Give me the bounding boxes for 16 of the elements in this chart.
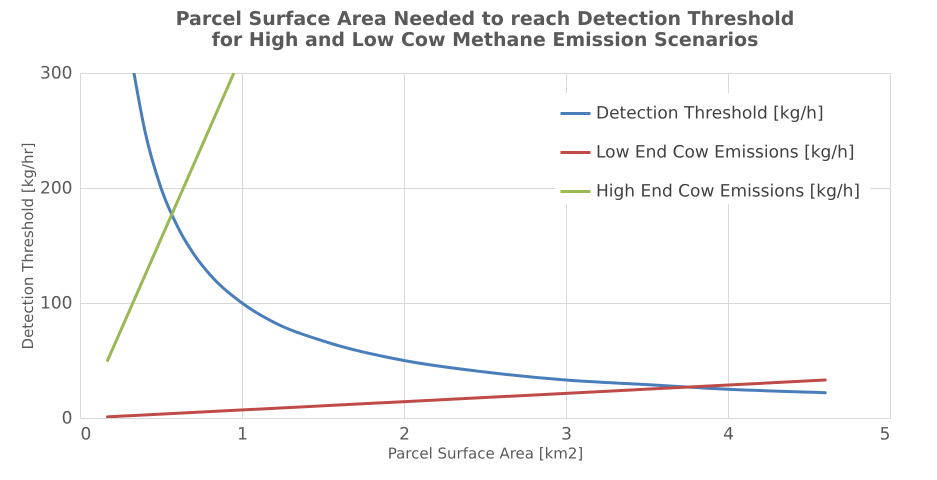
x-tick-label: 5 [880,424,890,444]
y-tick-label: 300 [40,64,72,84]
x-tick-label: 4 [723,424,734,444]
legend-label: High End Cow Emissions [kg/h] [596,182,860,202]
x-tick-label: 3 [561,424,572,444]
x-tick-label: 2 [399,424,410,444]
x-tick-label: 0 [80,424,92,444]
y-tick-label: 200 [40,178,72,198]
chart-title: Parcel Surface Area Needed to reach Detection Threshold for High and Low Cow Methane Emission Scenarios [176,8,794,51]
y-axis-title: Detection Threshold [kg/hr] [19,142,38,350]
y-tick-label: 100 [40,294,72,314]
y-tick-label: 0 [62,408,72,428]
x-tick-label: 1 [237,424,248,444]
legend-label: Low End Cow Emissions [kg/h] [596,142,854,162]
x-axis-title: Parcel Surface Area [km2] [388,444,584,462]
legend-label: Detection Threshold [kg/h] [596,104,824,124]
